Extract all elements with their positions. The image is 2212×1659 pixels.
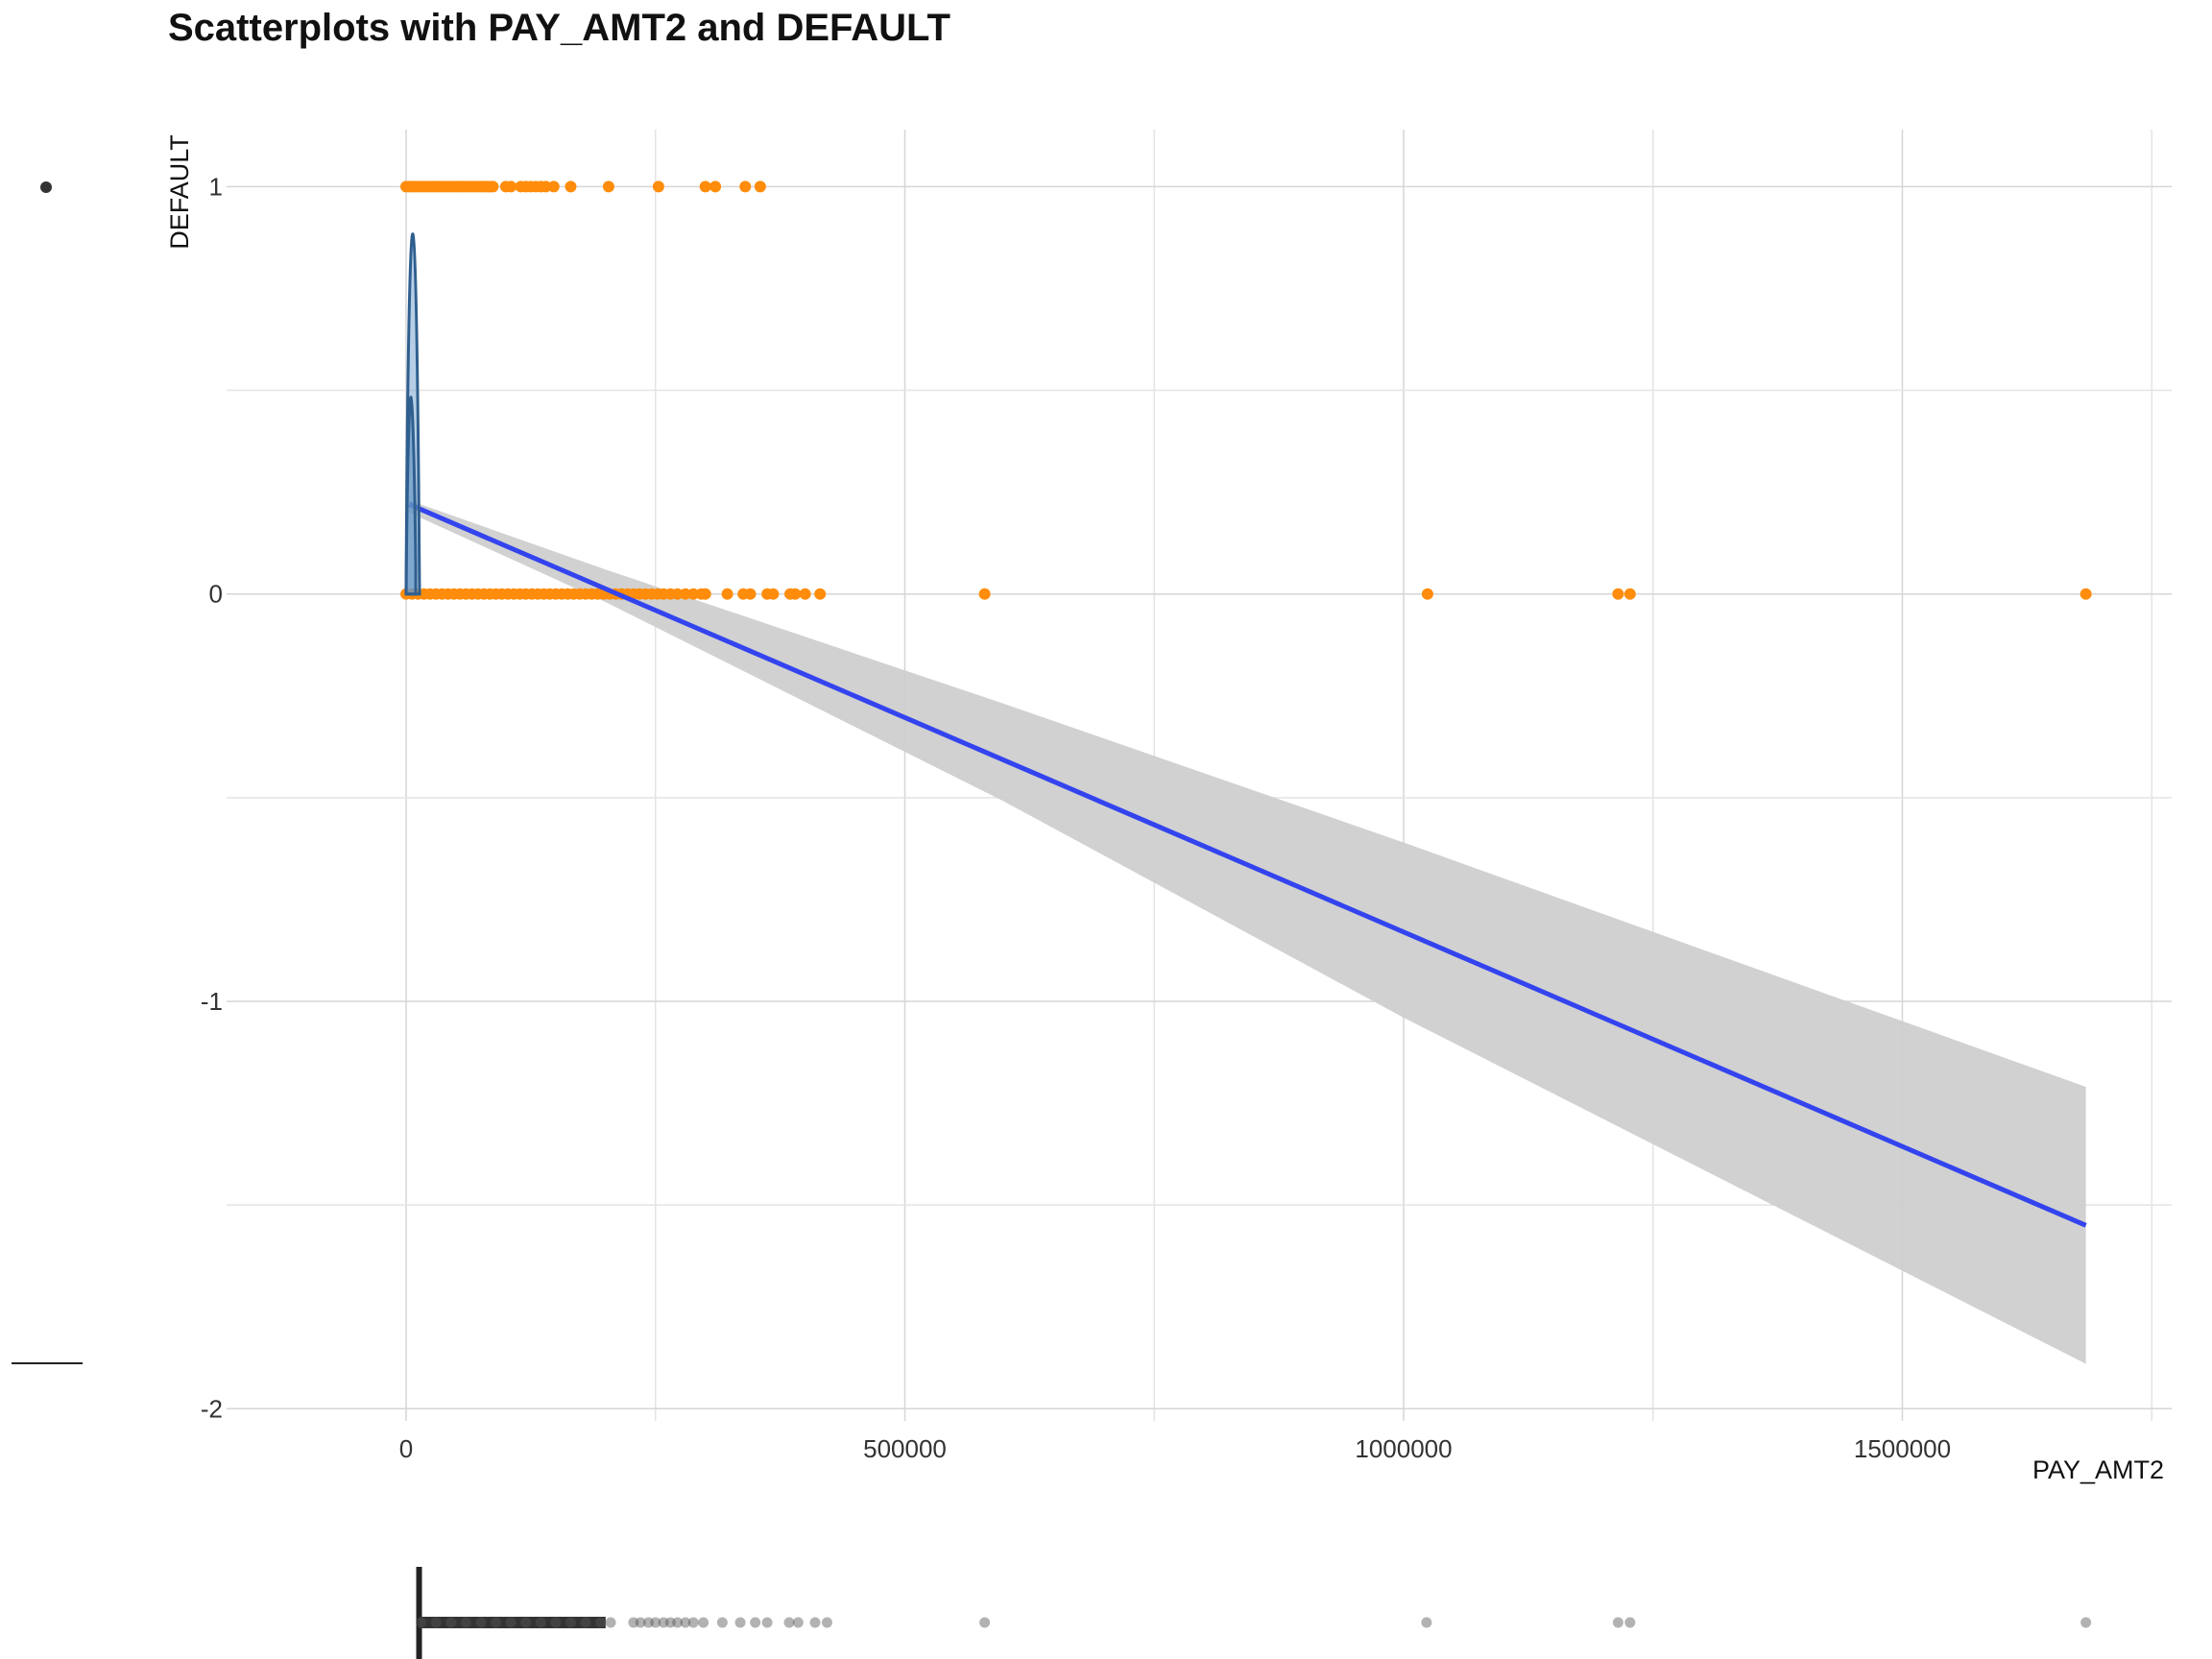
- boxplot-outlier: [550, 1617, 562, 1628]
- x-tick-label: 0: [399, 1434, 413, 1463]
- data-point: [699, 588, 711, 600]
- regression-line: [408, 502, 2087, 1228]
- boxplot-outlier: [580, 1617, 591, 1628]
- x-axis-label: PAY_AMT2: [2032, 1455, 2164, 1484]
- boxplot-outlier: [642, 1617, 654, 1628]
- data-point: [671, 588, 684, 600]
- boxplot-outlier: [750, 1617, 761, 1628]
- confidence-band: [409, 500, 2086, 1364]
- data-point: [754, 180, 766, 193]
- data-point: [1612, 588, 1624, 600]
- legend-key: [12, 181, 83, 1364]
- fit-line: [408, 502, 2087, 1228]
- data-point: [789, 588, 802, 600]
- x-tick-label: 500000: [863, 1434, 947, 1463]
- boxplot-outlier: [1612, 1617, 1623, 1628]
- boxplot-outlier: [650, 1617, 661, 1628]
- boxplot-outlier: [491, 1617, 502, 1628]
- boxplot-outlier: [565, 1617, 576, 1628]
- boxplot-outlier: [2080, 1617, 2092, 1628]
- confidence-band-area: [409, 500, 2086, 1364]
- data-point: [1623, 588, 1636, 600]
- data-point: [699, 180, 711, 193]
- x-tick-label: 1500000: [1854, 1434, 1951, 1463]
- data-point: [721, 588, 733, 600]
- boxplot-outlier: [979, 1617, 991, 1628]
- boxplot-outlier: [460, 1617, 471, 1628]
- data-point: [679, 588, 691, 600]
- boxplot-outlier: [783, 1617, 795, 1628]
- boxplot-outlier: [520, 1617, 532, 1628]
- boxplot-outlier: [416, 1617, 427, 1628]
- data-point: [687, 588, 700, 600]
- boxplot-outlier: [658, 1617, 669, 1628]
- data-point: [540, 180, 552, 193]
- data-point: [602, 180, 614, 193]
- boxplot-outlier: [809, 1617, 821, 1628]
- boxplot-outlier: [445, 1617, 457, 1628]
- boxplot-outlier: [664, 1617, 676, 1628]
- boxplot-outlier: [535, 1617, 546, 1628]
- data-points: [400, 180, 2092, 600]
- y-tick-label: 1: [209, 172, 223, 201]
- y-axis-label: DEFAULT: [165, 134, 194, 250]
- boxplot-outlier: [698, 1617, 709, 1628]
- marginal-density: [404, 232, 421, 596]
- y-tick-label: -2: [201, 1394, 223, 1423]
- boxplot-outlier: [687, 1617, 699, 1628]
- data-point: [709, 180, 722, 193]
- data-point: [767, 588, 780, 600]
- boxplot-outlier: [680, 1617, 691, 1628]
- boxplot-outlier: [430, 1617, 442, 1628]
- boxplot-outlier: [821, 1617, 832, 1628]
- boxplot-outlier: [792, 1617, 804, 1628]
- data-point: [739, 180, 752, 193]
- boxplot-outlier: [595, 1617, 607, 1628]
- boxplot-dense-outliers: [419, 1617, 606, 1628]
- data-point: [978, 588, 991, 600]
- data-point: [547, 180, 560, 193]
- x-tick-label: 1000000: [1355, 1434, 1452, 1463]
- data-point: [652, 180, 664, 193]
- data-point: [744, 588, 757, 600]
- axis-ticks: 0 500000 1000000 1500000 -2 -1 0 1: [201, 172, 1951, 1463]
- marginal-boxplot: [416, 1567, 2092, 1659]
- boxplot-outlier: [734, 1617, 746, 1628]
- data-point: [505, 180, 517, 193]
- data-point: [565, 180, 577, 193]
- boxplot-outlier: [605, 1617, 616, 1628]
- y-tick-label: 0: [209, 580, 223, 609]
- grid-lines: [227, 130, 2172, 1421]
- data-point: [814, 588, 827, 600]
- boxplot-outlier: [761, 1617, 773, 1628]
- boxplot-outlier: [1624, 1617, 1636, 1628]
- boxplot-outlier: [475, 1617, 487, 1628]
- boxplot-outlier: [716, 1617, 728, 1628]
- boxplot-outlier: [1421, 1617, 1432, 1628]
- data-point: [487, 180, 499, 193]
- y-tick-label: -1: [201, 987, 223, 1016]
- chart-title: Scatterplots with PAY_AMT2 and DEFAULT: [168, 7, 950, 49]
- data-point: [2080, 588, 2092, 600]
- boxplot-outlier: [505, 1617, 517, 1628]
- density-curve-nondefault: [404, 396, 418, 596]
- data-point: [1421, 588, 1433, 600]
- boxplot-outlier: [672, 1617, 684, 1628]
- legend-point: [40, 181, 52, 193]
- boxplot-outlier: [628, 1617, 639, 1628]
- boxplot-outlier: [635, 1617, 646, 1628]
- data-point: [799, 588, 811, 600]
